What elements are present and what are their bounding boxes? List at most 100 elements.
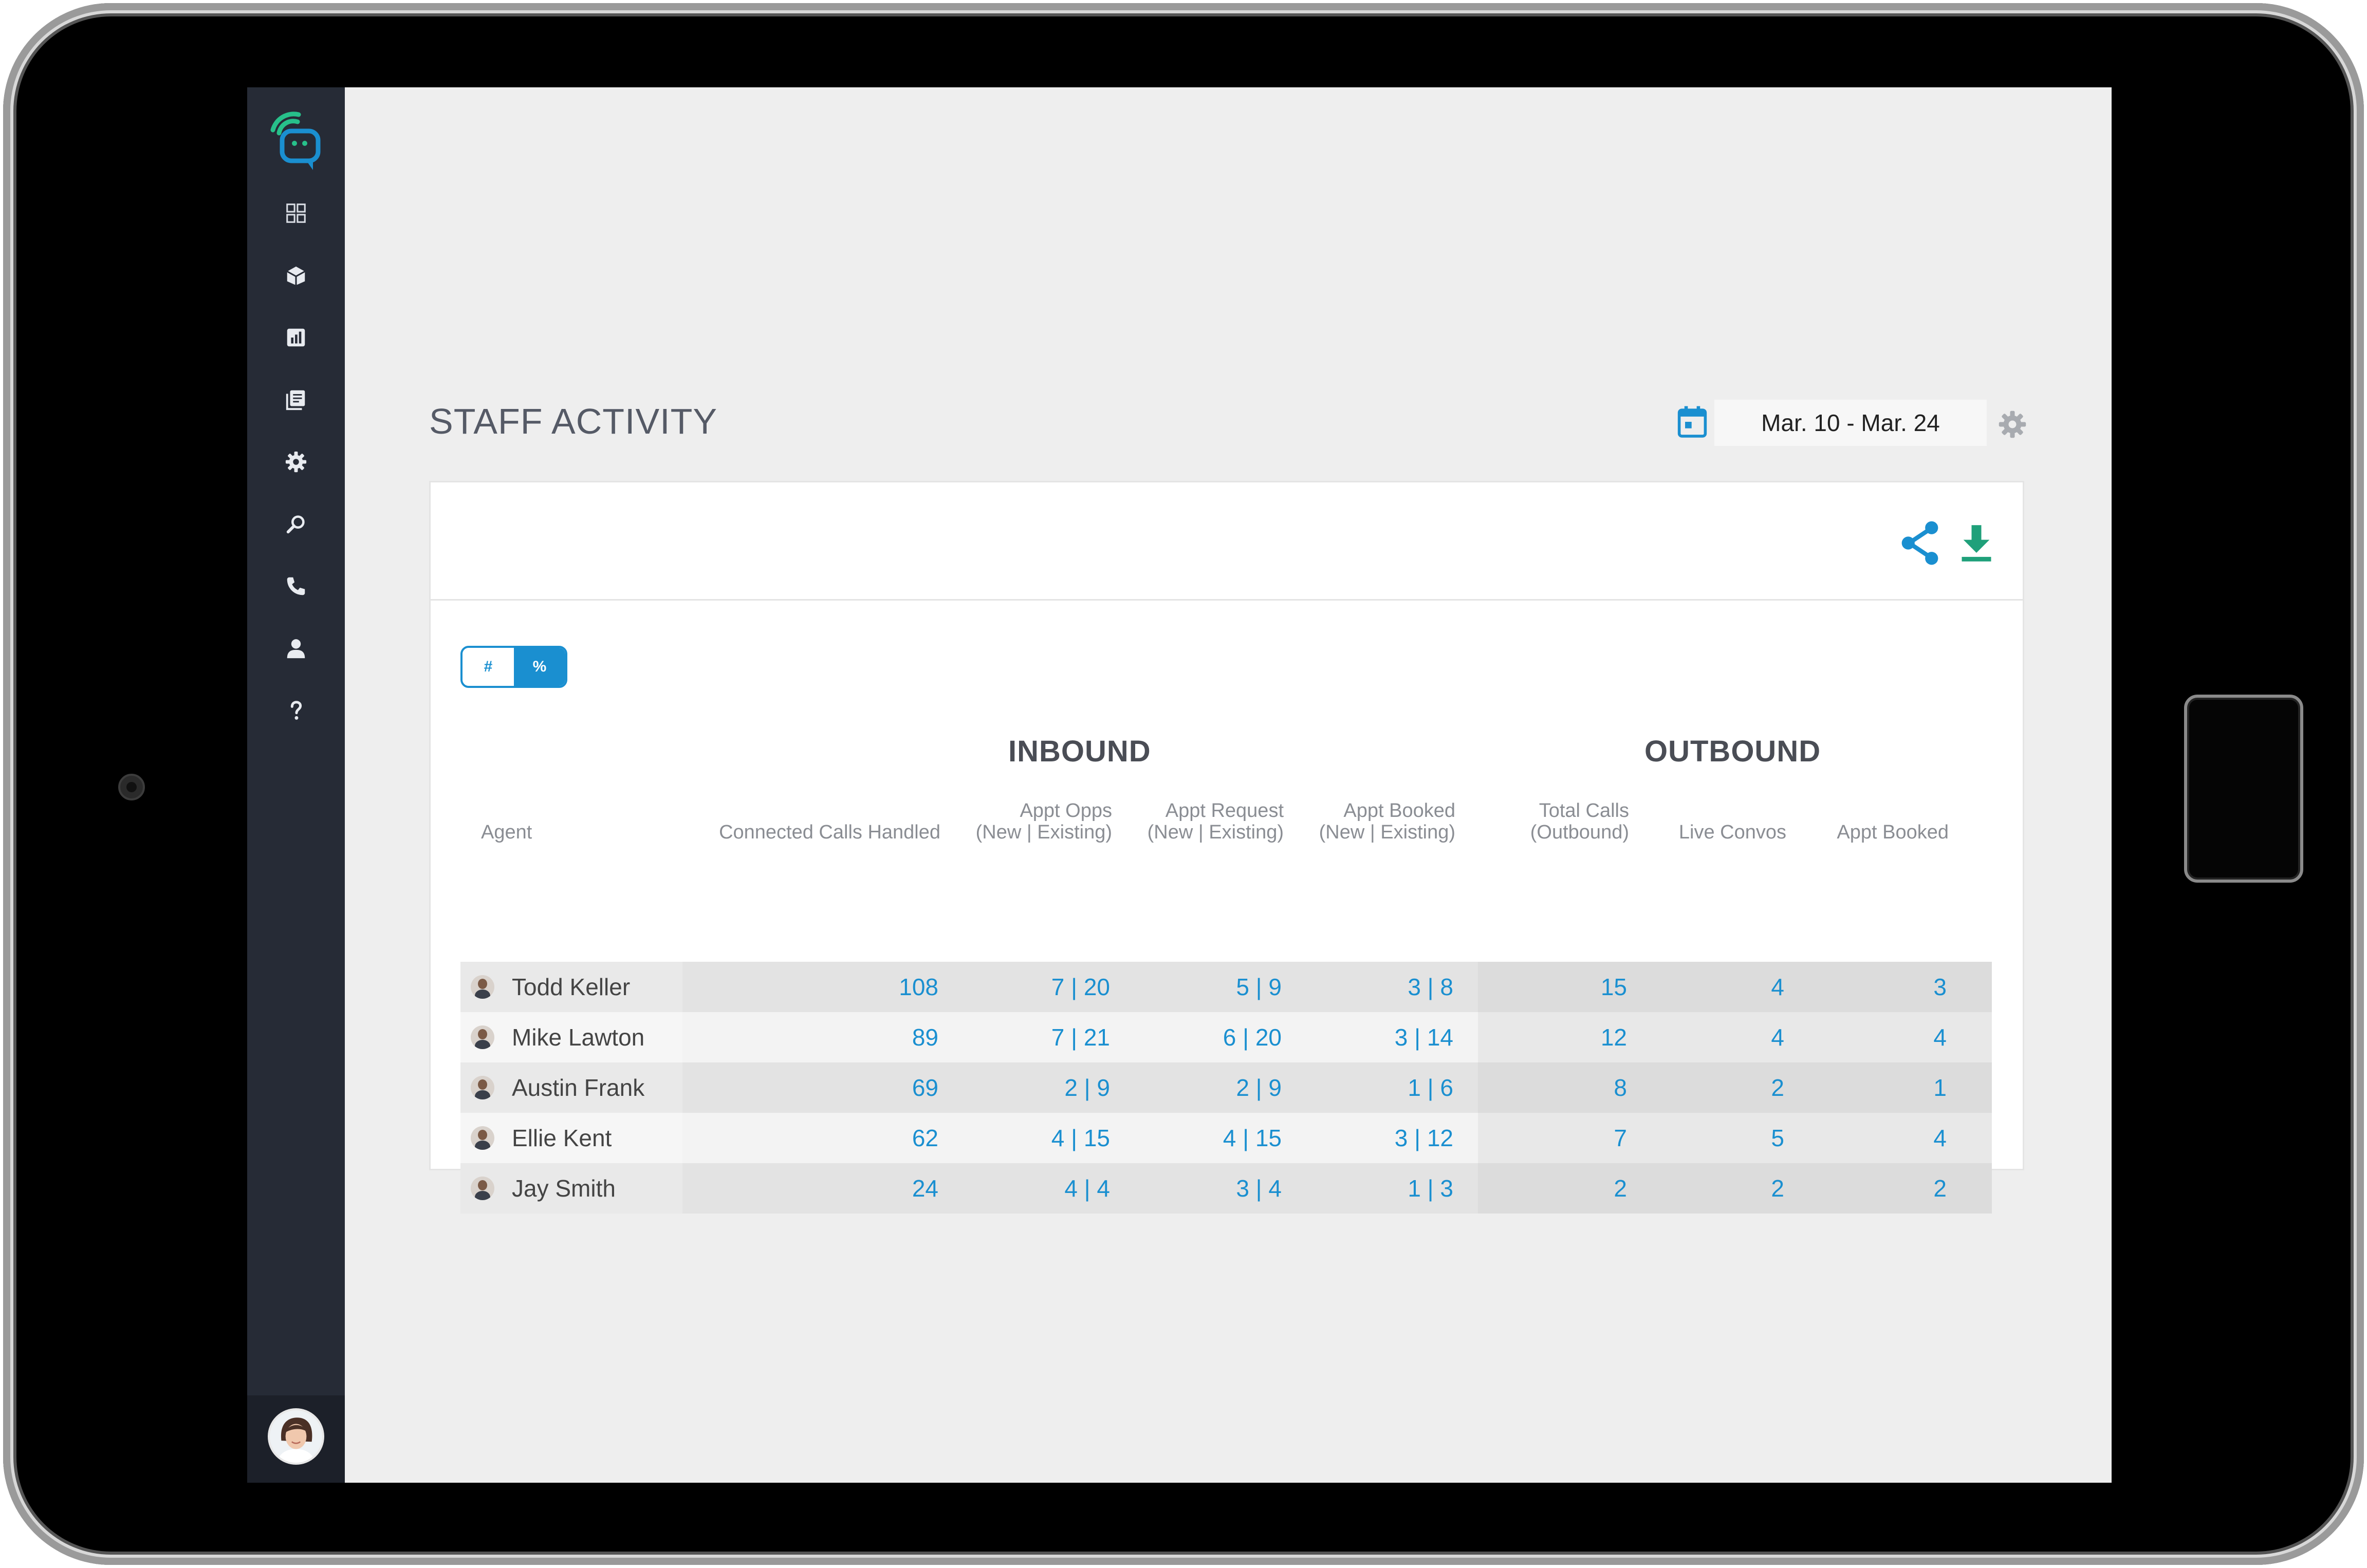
cell-total-calls[interactable]: 15 xyxy=(1600,974,1627,1000)
date-range-picker[interactable]: Mar. 10 - Mar. 24 xyxy=(1714,400,1987,446)
cell-total-calls[interactable]: 2 xyxy=(1614,1175,1627,1202)
settings-icon xyxy=(285,451,307,473)
col-appt-request: Appt Request (New | Existing) xyxy=(1148,800,1284,843)
cell-live-convos[interactable]: 4 xyxy=(1771,1024,1784,1051)
agent-avatar xyxy=(471,1025,494,1049)
cell-appt-request[interactable]: 6 | 20 xyxy=(1223,1024,1282,1051)
help-icon xyxy=(290,701,302,720)
cell-connected-calls[interactable]: 89 xyxy=(912,1024,938,1051)
cell-appt-opps[interactable]: 7 | 21 xyxy=(1051,1024,1110,1051)
col-appt-request-sub: (New | Existing) xyxy=(1147,822,1284,843)
col-total-calls-title: Total Calls xyxy=(1539,800,1629,822)
row-inbound-bg xyxy=(682,1062,1478,1113)
cell-live-convos[interactable]: 2 xyxy=(1771,1175,1784,1202)
calendar-icon[interactable] xyxy=(1676,405,1708,439)
row-outbound-bg xyxy=(1478,1012,1992,1062)
user-icon xyxy=(287,639,305,659)
toggle-count-option[interactable]: # xyxy=(463,648,514,686)
reports-icon xyxy=(287,328,305,347)
nav-reports[interactable] xyxy=(270,317,322,358)
agent-avatar xyxy=(471,975,494,999)
toggle-percent-option[interactable]: % xyxy=(514,648,565,686)
card-toolbar xyxy=(431,482,2023,601)
table-row[interactable]: Todd Keller 108 7 | 20 5 | 9 3 | 8 15 4 3 xyxy=(460,962,1992,1012)
logo-icon[interactable] xyxy=(268,110,324,172)
cell-appt-request[interactable]: 4 | 15 xyxy=(1223,1125,1282,1151)
cell-appt-request[interactable]: 5 | 9 xyxy=(1236,974,1282,1000)
app-screen: STAFF ACTIVITY Mar. 10 - Mar. 24 xyxy=(247,87,2112,1483)
cell-total-calls[interactable]: 12 xyxy=(1600,1024,1627,1051)
nav-dashboard[interactable] xyxy=(270,193,322,234)
cell-appt-opps[interactable]: 2 | 9 xyxy=(1064,1074,1110,1101)
nav-settings[interactable] xyxy=(270,441,322,482)
avatar-photo-icon xyxy=(270,1410,322,1463)
col-appt-opps-title: Appt Opps xyxy=(1020,800,1112,822)
download-icon[interactable] xyxy=(1960,524,1993,563)
cell-appt-request[interactable]: 3 | 4 xyxy=(1236,1175,1282,1202)
cell-appt-booked-inbound[interactable]: 3 | 8 xyxy=(1408,974,1453,1000)
cell-total-calls[interactable]: 8 xyxy=(1614,1074,1627,1101)
cell-appt-opps[interactable]: 4 | 4 xyxy=(1064,1175,1110,1202)
nav-phone[interactable] xyxy=(270,566,322,607)
home-button[interactable] xyxy=(2184,695,2303,883)
cell-appt-booked-inbound[interactable]: 3 | 14 xyxy=(1394,1024,1453,1051)
row-outbound-bg xyxy=(1478,962,1992,1012)
cell-appt-booked-outbound[interactable]: 2 xyxy=(1933,1175,1947,1202)
outbound-section-title: OUTBOUND xyxy=(1644,735,1821,768)
nav-help[interactable] xyxy=(270,690,322,731)
col-connected-calls: Connected Calls Handled xyxy=(719,822,940,843)
row-inbound-bg xyxy=(682,1113,1478,1163)
cell-total-calls[interactable]: 7 xyxy=(1614,1125,1627,1151)
agent-name: Austin Frank xyxy=(512,1074,645,1101)
cell-live-convos[interactable]: 4 xyxy=(1771,974,1784,1000)
gear-icon[interactable] xyxy=(1997,409,2028,440)
cell-connected-calls[interactable]: 24 xyxy=(912,1175,938,1202)
nav-users[interactable] xyxy=(270,628,322,669)
row-inbound-bg xyxy=(682,962,1478,1012)
table-row[interactable]: Ellie Kent 62 4 | 15 4 | 15 3 | 12 7 5 4 xyxy=(460,1113,1992,1163)
cell-appt-booked-outbound[interactable]: 1 xyxy=(1933,1074,1947,1101)
row-agent-bg xyxy=(460,1163,682,1214)
table-row[interactable]: Mike Lawton 89 7 | 21 6 | 20 3 | 14 12 4 4 xyxy=(460,1012,1992,1062)
nav-documents[interactable] xyxy=(270,379,322,420)
share-icon[interactable] xyxy=(1898,519,1941,567)
agent-name: Jay Smith xyxy=(512,1175,616,1202)
camera xyxy=(118,774,145,800)
cell-appt-opps[interactable]: 7 | 20 xyxy=(1051,974,1110,1000)
col-agent: Agent xyxy=(481,822,532,843)
cell-live-convos[interactable]: 2 xyxy=(1771,1074,1784,1101)
row-agent-bg xyxy=(460,1012,682,1062)
cell-appt-booked-outbound[interactable]: 4 xyxy=(1933,1125,1947,1151)
row-agent-bg xyxy=(460,1113,682,1163)
row-outbound-bg xyxy=(1478,1113,1992,1163)
agent-name: Mike Lawton xyxy=(512,1024,645,1051)
table-row[interactable]: Austin Frank 69 2 | 9 2 | 9 1 | 6 8 2 1 xyxy=(460,1062,1992,1113)
cell-appt-opps[interactable]: 4 | 15 xyxy=(1051,1125,1110,1151)
count-percent-toggle[interactable]: # % xyxy=(460,646,567,688)
cell-connected-calls[interactable]: 108 xyxy=(899,974,938,1000)
col-live-convos: Live Convos xyxy=(1678,822,1786,843)
table-row[interactable]: Jay Smith 24 4 | 4 3 | 4 1 | 3 2 2 2 xyxy=(460,1163,1992,1214)
nav-inbox[interactable] xyxy=(270,255,322,296)
agent-name: Todd Keller xyxy=(512,974,631,1000)
cell-appt-booked-outbound[interactable]: 3 xyxy=(1933,974,1947,1000)
cell-connected-calls[interactable]: 62 xyxy=(912,1125,938,1151)
avatar[interactable] xyxy=(268,1408,324,1465)
row-outbound-bg xyxy=(1478,1062,1992,1113)
col-total-calls-sub: (Outbound) xyxy=(1530,822,1629,843)
cell-appt-booked-inbound[interactable]: 1 | 3 xyxy=(1408,1175,1453,1202)
agent-avatar xyxy=(471,1076,494,1099)
cell-appt-booked-outbound[interactable]: 4 xyxy=(1933,1024,1947,1051)
nav-search[interactable] xyxy=(270,503,322,545)
inbound-section-title: INBOUND xyxy=(1008,735,1151,768)
agent-avatar xyxy=(471,1126,494,1150)
cell-appt-booked-inbound[interactable]: 3 | 12 xyxy=(1394,1125,1453,1151)
col-appt-booked-inbound-sub: (New | Existing) xyxy=(1319,822,1455,843)
search-icon xyxy=(286,515,305,534)
cell-live-convos[interactable]: 5 xyxy=(1771,1125,1784,1151)
cell-appt-request[interactable]: 2 | 9 xyxy=(1236,1074,1282,1101)
cell-appt-booked-inbound[interactable]: 1 | 6 xyxy=(1408,1074,1453,1101)
row-inbound-bg xyxy=(682,1163,1478,1214)
cell-connected-calls[interactable]: 69 xyxy=(912,1074,938,1101)
